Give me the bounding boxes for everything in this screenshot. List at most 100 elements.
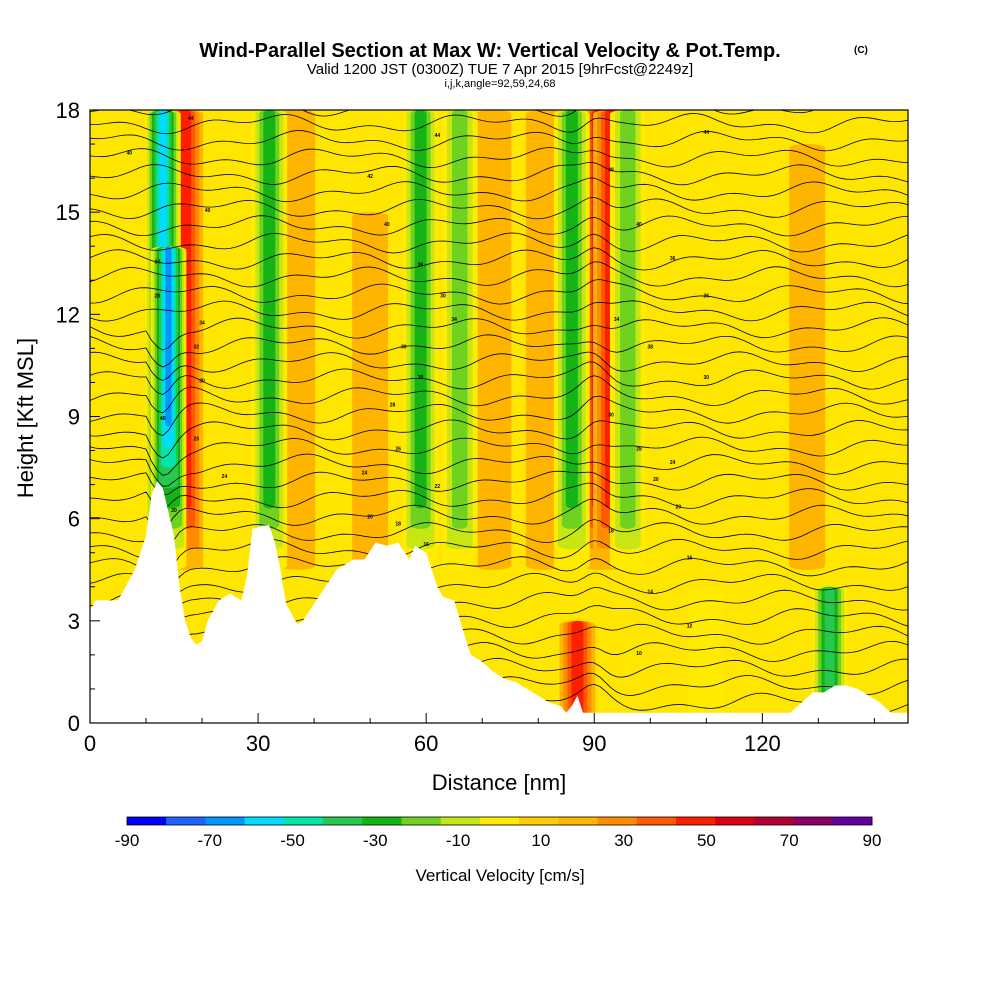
contour-label: 30 [199,378,205,384]
y-tick-label: 0 [68,711,80,736]
theta-contour [90,375,908,414]
terrain-mask [90,481,908,723]
updraft-band [525,110,562,570]
theta-contour [90,215,908,237]
contour-label: 44 [188,116,194,122]
contour-label: 48 [160,416,166,422]
updraft-band [279,110,316,570]
x-tick-label: 120 [744,731,781,756]
colorbar-swatch [715,817,755,825]
colorbar-swatch [440,817,481,825]
downdraft-band [414,110,427,509]
updraft-band [571,620,584,723]
colorbar-tick-label: -70 [197,831,222,850]
contour-label: 42 [367,174,373,180]
colorbar-swatch [832,817,873,825]
y-tick-label: 18 [56,98,80,123]
contour-label: 10 [636,651,642,657]
y-axis: 0 3 6 9 12 15 18 [56,98,100,736]
chart-title: Wind-Parallel Section at Max W: Vertical… [199,40,780,62]
colorbar-tick-label: -50 [280,831,305,850]
chart-subtitle-indices: i,j,k,angle=92,59,24,68 [444,78,555,90]
theta-contour [90,453,908,487]
contour-label: 36 [704,293,710,299]
downdraft-band [688,586,725,723]
x-axis: 0 30 60 90 120 [84,713,875,756]
contour-label: 40 [205,208,211,214]
theta-contour [90,361,908,396]
x-tick-label: 30 [246,731,270,756]
theta-contour [90,334,908,368]
colorbar-swatch [597,817,638,825]
contour-label: 44 [435,133,441,139]
theta-contour [90,470,908,496]
theta-contour [90,436,908,476]
colorbar-tick-label: -90 [115,831,140,850]
colorbar-swatch [362,817,402,825]
contour-label: 40 [384,222,390,228]
contour-label: 34 [199,321,205,327]
theta-contour [90,113,908,135]
theta-contour [90,519,908,556]
contour-label: 28 [154,293,160,299]
contour-label: 16 [423,542,429,548]
theta-contour [90,419,908,459]
y-tick-label: 15 [56,200,80,225]
theta-contour [90,351,908,382]
colorbar-tick-label: 50 [697,831,716,850]
colorbar-swatch [401,817,442,825]
theta-contour [90,317,908,351]
contour-label: 14 [647,590,653,596]
contour-label: 26 [395,447,401,453]
colorbar-swatch [323,817,363,825]
colorbar-tick-label: 10 [531,831,550,850]
colorbar-tick-label: 90 [863,831,882,850]
updraft-band [789,144,826,570]
colorbar-swatch [479,817,520,825]
colorbar-ticks: -90 -70 -50 -30 -10 10 30 50 70 90 [115,831,882,850]
contour-label: 30 [401,344,407,350]
contour-label: 16 [687,556,693,562]
theta-contour [90,279,908,305]
colorbar-swatch [166,817,206,825]
contour-label: 40 [636,222,642,228]
y-tick-label: 3 [68,609,80,634]
contour-label: 28 [636,447,642,453]
colorbar-swatch [519,817,559,825]
contour-label: 24 [222,474,228,480]
theta-contour [90,498,908,530]
theta-contour [90,177,908,203]
x-axis-label: Distance [nm] [432,770,567,795]
contour-label: 30 [704,375,710,381]
colorbar-swatch [558,817,599,825]
contour-label: 12 [687,624,693,630]
theta-contour [90,161,908,186]
contour-label: 18 [608,528,614,534]
contour-label: 34 [451,317,457,323]
contour-label: 34 [154,259,160,265]
contour-label: 30 [440,293,446,299]
downdraft-band [452,110,468,529]
colorbar-swatch [675,817,716,825]
colorbar-tick-label: -30 [363,831,388,850]
theta-contour [90,538,908,579]
colorbar-swatch [244,817,285,825]
contour-label: 36 [670,256,676,262]
updraft-band [475,110,512,570]
theta-contour [90,232,908,254]
colorbar-tick-label: 70 [780,831,799,850]
contour-label: 34 [614,317,620,323]
plot-area: 44 40 44 44 42 48 40 40 40 36 36 34 28 30 36 34 34 34 32 30… [90,110,908,723]
contour-label: 38 [647,344,653,350]
colorbar-frame [126,816,873,826]
title-note: (C) [854,45,868,56]
contour-label: 20 [653,477,659,483]
theta-contour [90,130,908,152]
x-tick-label: 90 [582,731,606,756]
chart-subtitle: Valid 1200 JST (0300Z) TUE 7 Apr 2015 [9… [307,61,693,78]
contour-label: 20 [676,504,682,510]
contour-label: 22 [435,484,441,490]
contour-label: 20 [194,436,200,442]
contour-label: 30 [418,375,424,381]
contour-label: 28 [390,402,396,408]
